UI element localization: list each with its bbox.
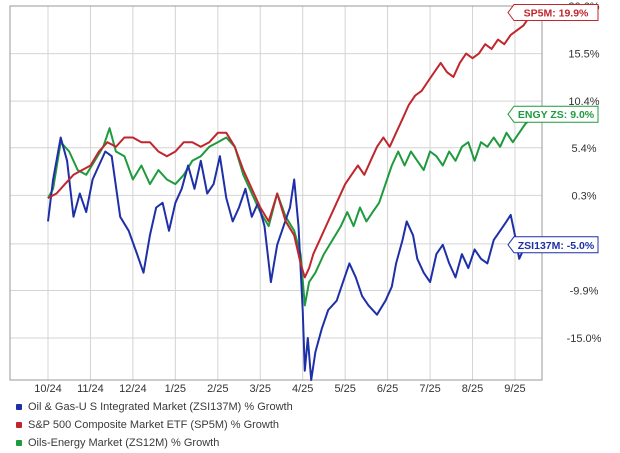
x-tick-label: 7/25 xyxy=(419,383,440,395)
x-tick-label: 10/24 xyxy=(34,383,62,395)
legend-label: Oils-Energy Market (ZS12M) % Growth xyxy=(28,437,220,449)
plot-border xyxy=(9,5,543,381)
x-tick-label: 2/25 xyxy=(207,383,228,395)
y-tick-label: 10.4% xyxy=(568,96,599,108)
x-tick-label: 1/25 xyxy=(165,383,186,395)
legend-item: Oil & Gas-U S Integrated Market (ZSI137M… xyxy=(16,398,536,416)
series-line xyxy=(47,113,539,307)
series-end-label: ZSI137M: -5.0% xyxy=(507,236,599,254)
x-tick-label: 8/25 xyxy=(462,383,483,395)
legend-item: S&P 500 Composite Market ETF (SP5M) % Gr… xyxy=(16,416,536,434)
series-end-label-box xyxy=(507,236,599,254)
legend-label: S&P 500 Composite Market ETF (SP5M) % Gr… xyxy=(28,419,280,431)
x-tick-label: 5/25 xyxy=(334,383,355,395)
x-tick-label: 12/24 xyxy=(119,383,147,395)
x-tick-label: 3/25 xyxy=(250,383,271,395)
series-line xyxy=(47,10,539,279)
x-tick-label: 6/25 xyxy=(377,383,398,395)
legend-swatch xyxy=(16,422,22,428)
series-end-label-box xyxy=(507,105,599,123)
legend-label: Oil & Gas-U S Integrated Market (ZSI137M… xyxy=(28,401,293,413)
series-end-label-text: SP5M: 19.9% xyxy=(524,8,589,20)
x-tick-label: 9/25 xyxy=(504,383,525,395)
legend-swatch xyxy=(16,440,22,446)
y-tick-label: 15.5% xyxy=(568,49,599,61)
y-tick-label: -9.9% xyxy=(570,285,599,297)
x-tick-label: 11/24 xyxy=(77,383,104,395)
chart-svg: -15.0%-9.9%-4.9%0.3%5.4%10.4%15.5%20.6%1… xyxy=(9,1,602,395)
series-end-label-box xyxy=(507,4,599,22)
y-tick-label: -15.0% xyxy=(567,333,602,345)
series-end-label: SP5M: 19.9% xyxy=(507,4,599,22)
y-tick-label: 0.3% xyxy=(571,190,596,202)
chart-legend: Oil & Gas-U S Integrated Market (ZSI137M… xyxy=(16,398,536,452)
series-end-label: ENGY ZS: 9.0% xyxy=(507,105,599,123)
series-line xyxy=(47,136,539,381)
y-tick-label: 5.4% xyxy=(571,143,596,155)
series-end-label-text: ENGY ZS: 9.0% xyxy=(518,109,595,121)
plot-area xyxy=(10,6,542,380)
legend-swatch xyxy=(16,404,22,410)
legend-item: Oils-Energy Market (ZS12M) % Growth xyxy=(16,434,536,452)
x-tick-label: 4/25 xyxy=(292,383,313,395)
series-end-label-text: ZSI137M: -5.0% xyxy=(518,240,595,252)
